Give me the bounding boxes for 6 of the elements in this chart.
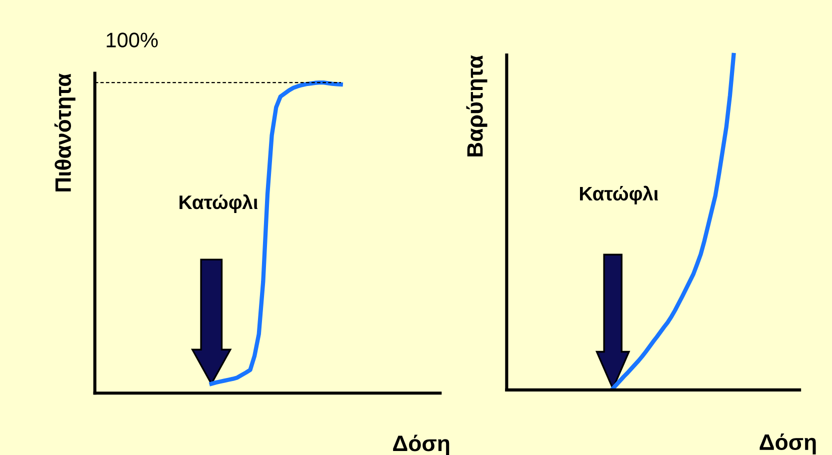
annotation: Κατώφλι: [180, 194, 258, 213]
x-axis-title: Δόση: [760, 433, 816, 454]
y-axis-title: Βαρύτητα: [466, 55, 488, 156]
y-axis-title: Πιθανότητα: [54, 73, 76, 192]
annotation: Κατώφλι: [580, 186, 658, 204]
ref-line-label: 100%: [106, 32, 158, 48]
